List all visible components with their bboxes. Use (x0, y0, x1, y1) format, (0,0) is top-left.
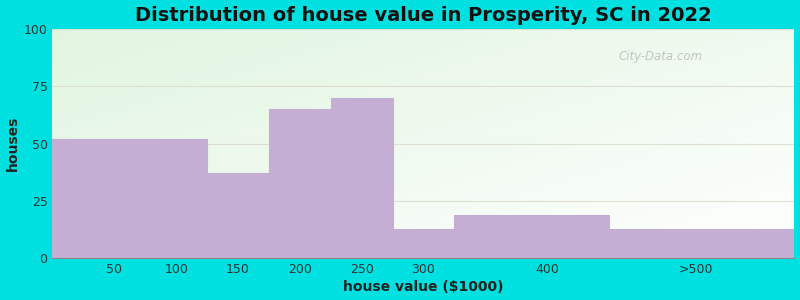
Bar (393, 229, 454, 258)
Bar (269, 109, 330, 258)
Bar (207, 173, 269, 258)
Title: Distribution of house value in Prosperity, SC in 2022: Distribution of house value in Prosperit… (135, 6, 712, 25)
Y-axis label: houses: houses (6, 116, 19, 171)
Text: City-Data.com: City-Data.com (619, 50, 703, 63)
Bar (454, 215, 609, 258)
Bar (609, 229, 794, 258)
Bar (146, 139, 207, 258)
Bar (53, 139, 146, 258)
X-axis label: house value ($1000): house value ($1000) (343, 280, 504, 294)
Bar (330, 98, 393, 258)
